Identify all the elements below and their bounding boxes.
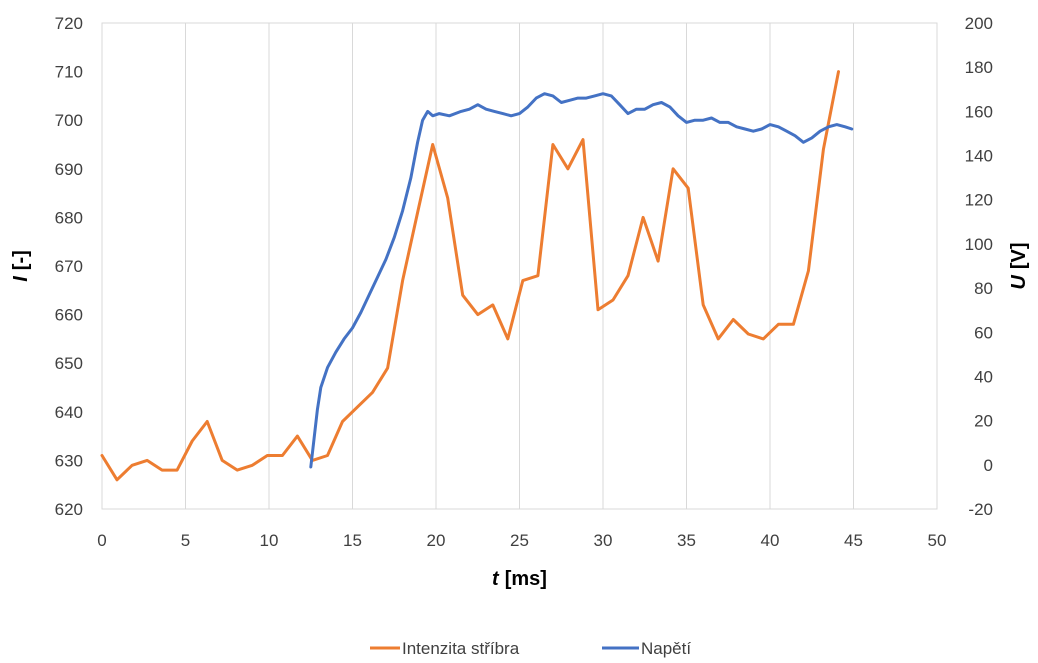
x-tick-label: 10 (260, 531, 279, 550)
left-axis-unit: [-] (10, 250, 32, 270)
right-tick-label: 200 (965, 14, 993, 33)
right-tick-label: -20 (968, 500, 993, 519)
x-tick-label: 25 (510, 531, 529, 550)
x-tick-label: 20 (427, 531, 446, 550)
left-axis-ticks: 620 630 640 650 660 670 680 690 700 710 720 (55, 14, 83, 519)
series-layer (100, 70, 854, 482)
right-tick-label: 180 (965, 58, 993, 77)
x-axis-var: t (492, 568, 500, 590)
x-tick-label: 30 (594, 531, 613, 550)
right-tick-label: 140 (965, 147, 993, 166)
x-axis-title: t [ms] (492, 568, 547, 590)
left-tick-label: 700 (55, 111, 83, 130)
left-axis-title: I [-] (10, 250, 32, 282)
x-tick-label: 40 (761, 531, 780, 550)
right-axis-title: U [V] (1008, 242, 1030, 289)
legend: Intenzita stříbra Napětí (370, 639, 691, 658)
series-line-intenzita (100, 70, 840, 482)
x-tick-label: 45 (844, 531, 863, 550)
right-tick-label: 60 (974, 323, 993, 342)
left-tick-label: 690 (55, 160, 83, 179)
right-axis-ticks: -20 0 20 40 60 80 100 120 140 160 180 200 (965, 14, 993, 519)
series-line-napeti (309, 92, 854, 469)
right-tick-label: 160 (965, 102, 993, 121)
left-tick-label: 660 (55, 306, 83, 325)
right-tick-label: 80 (974, 279, 993, 298)
right-axis-unit: [V] (1008, 242, 1030, 269)
plot-area-border (101, 22, 938, 510)
x-tick-label: 15 (343, 531, 362, 550)
left-axis-var: I (10, 276, 32, 282)
legend-label-intenzita: Intenzita stříbra (402, 639, 520, 658)
x-axis-unit: [ms] (505, 568, 547, 590)
right-tick-label: 20 (974, 412, 993, 431)
x-tick-label: 0 (97, 531, 106, 550)
right-tick-label: 0 (984, 456, 993, 475)
x-axis-ticks: 0 5 10 15 20 25 30 35 40 45 50 (97, 531, 946, 550)
right-tick-label: 100 (965, 235, 993, 254)
left-tick-label: 640 (55, 403, 83, 422)
x-tick-label: 5 (181, 531, 190, 550)
right-tick-label: 40 (974, 367, 993, 386)
left-tick-label: 620 (55, 500, 83, 519)
x-tick-label: 35 (677, 531, 696, 550)
left-tick-label: 680 (55, 208, 83, 227)
left-tick-label: 650 (55, 354, 83, 373)
right-tick-label: 120 (965, 191, 993, 210)
x-tick-label: 50 (928, 531, 947, 550)
left-tick-label: 630 (55, 451, 83, 470)
legend-label-napeti: Napětí (641, 639, 691, 658)
left-tick-label: 670 (55, 257, 83, 276)
right-axis-var: U (1008, 275, 1030, 290)
left-tick-label: 720 (55, 14, 83, 33)
left-tick-label: 710 (55, 63, 83, 82)
